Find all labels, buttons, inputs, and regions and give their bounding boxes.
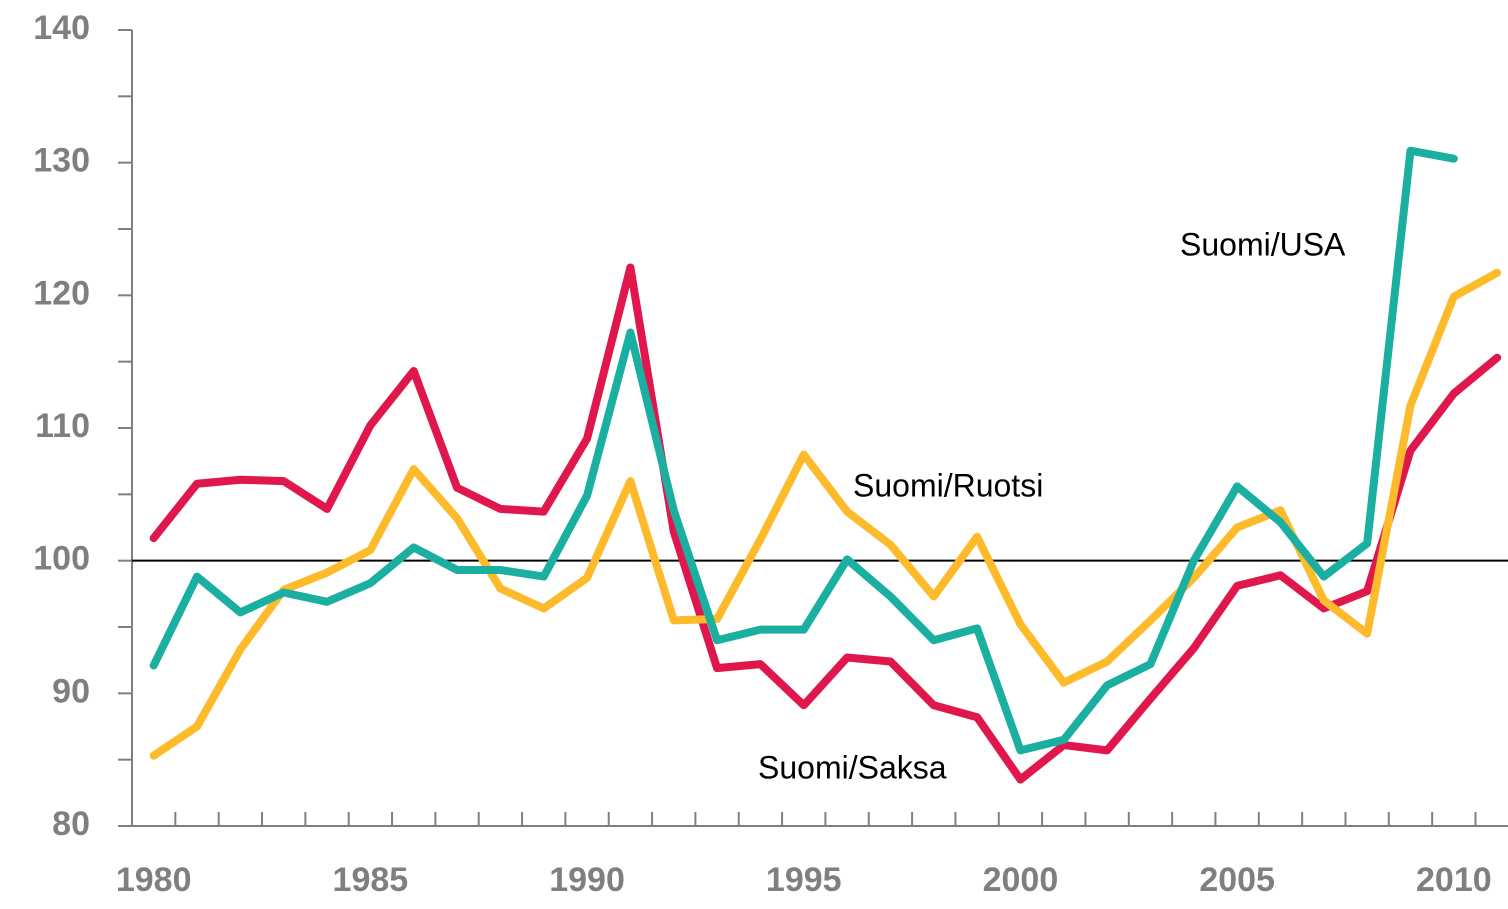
x-tick-label: 2010 [1416,861,1492,899]
series-label: Suomi/Ruotsi [853,467,1043,503]
y-tick-label: 130 [33,142,90,180]
x-tick-label: 1990 [549,861,625,899]
x-tick-label: 2005 [1199,861,1275,899]
x-tick-label: 1985 [333,861,409,899]
series-label: Suomi/USA [1180,226,1346,262]
y-tick-label: 90 [52,672,90,710]
y-tick-label: 120 [33,274,90,312]
series-line [149,263,1502,784]
y-tick-label: 100 [33,540,90,578]
y-tick-label: 110 [35,407,90,445]
y-tick-label: 80 [52,805,90,843]
x-tick-label: 1980 [116,861,192,899]
x-tick-label: 1995 [766,861,842,899]
y-tick-label: 140 [33,9,90,47]
x-tick-label: 2000 [983,861,1059,899]
series-line [149,146,1458,755]
series-label: Suomi/Saksa [758,749,947,785]
